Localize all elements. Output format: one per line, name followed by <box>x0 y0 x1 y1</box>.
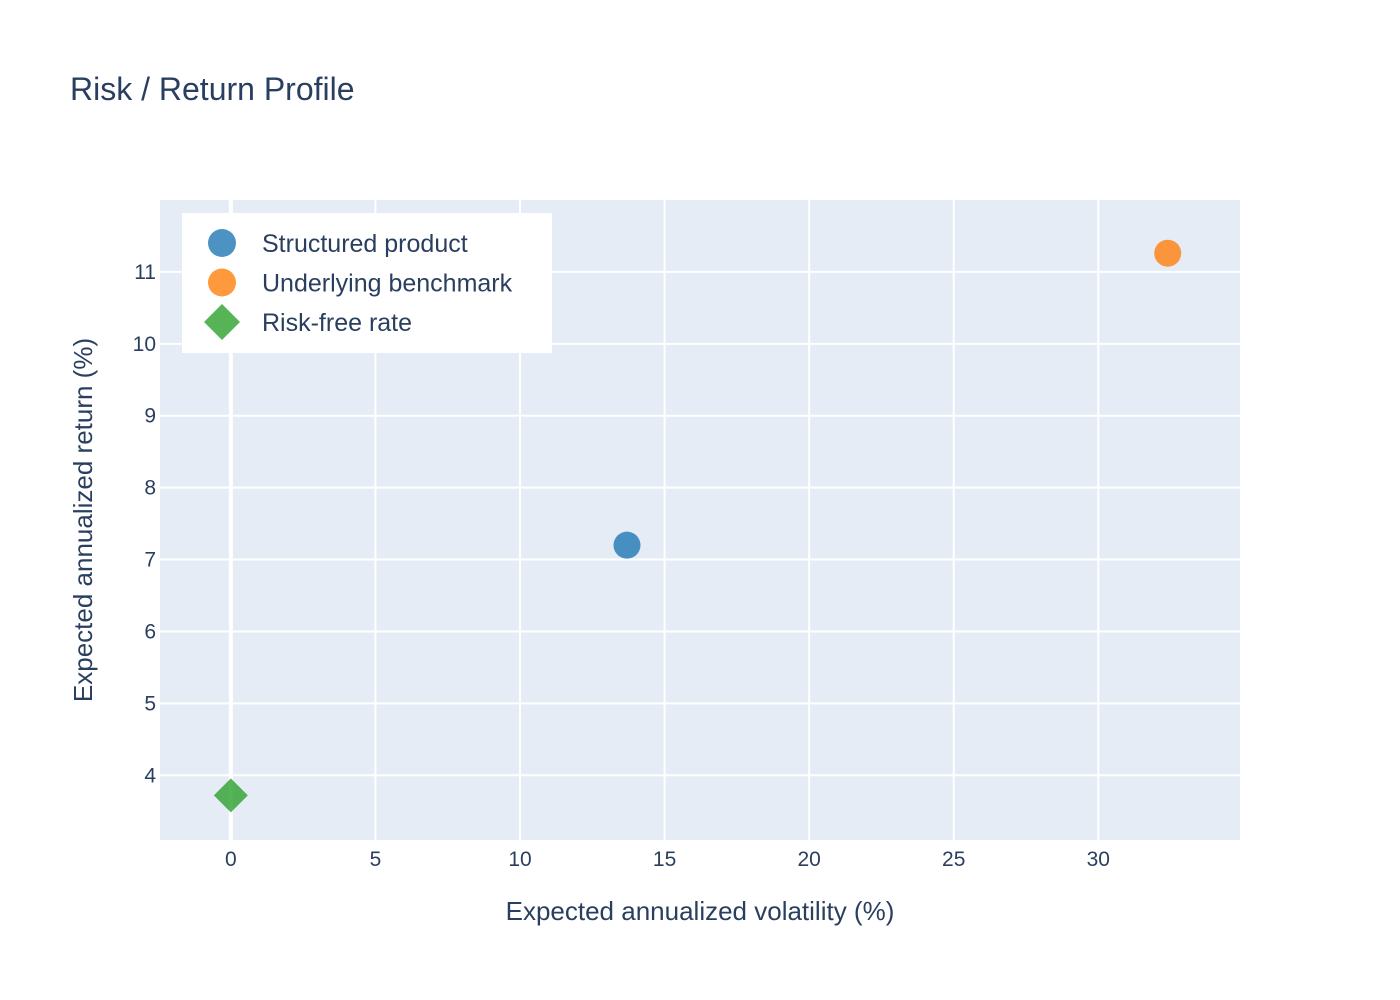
data-point-diamond <box>213 778 248 813</box>
legend-marker-diamond <box>204 304 240 340</box>
legend-label: Risk-free rate <box>262 309 412 337</box>
x-axis-title: Expected annualized volatility (%) <box>506 896 895 926</box>
y-axis-title: Expected annualized return (%) <box>68 338 98 702</box>
y-tick-label: 10 <box>133 333 156 356</box>
legend-marker-circle <box>208 229 236 257</box>
chart-title: Risk / Return Profile <box>70 71 355 107</box>
legend-label: Underlying benchmark <box>262 270 513 298</box>
y-tick-label: 8 <box>144 477 156 500</box>
legend-box <box>182 213 552 353</box>
y-tick-label: 7 <box>144 549 156 572</box>
data-point-circle <box>613 531 641 559</box>
data-point-circle <box>1154 239 1182 267</box>
legend-label: Structured product <box>262 230 468 258</box>
y-tick-label: 6 <box>144 620 156 643</box>
tick-labels: 0 5 10 15 20 25 30 4 5 6 7 8 9 10 11 <box>133 261 1110 871</box>
x-tick-label: 15 <box>653 848 676 871</box>
x-tick-label: 25 <box>942 848 965 871</box>
y-tick-label: 11 <box>134 261 156 284</box>
x-tick-label: 20 <box>797 848 820 871</box>
x-tick-label: 5 <box>370 848 382 871</box>
data-points <box>213 239 1182 813</box>
legend[interactable]: Structured product Underlying benchmark Ri… <box>182 213 552 353</box>
y-tick-label: 9 <box>144 405 156 428</box>
x-tick-label: 10 <box>508 848 531 871</box>
x-tick-label: 0 <box>225 848 237 871</box>
y-tick-label: 5 <box>144 692 156 715</box>
x-tick-label: 30 <box>1087 848 1110 871</box>
legend-marker-circle <box>208 268 236 297</box>
y-tick-label: 4 <box>144 764 156 787</box>
